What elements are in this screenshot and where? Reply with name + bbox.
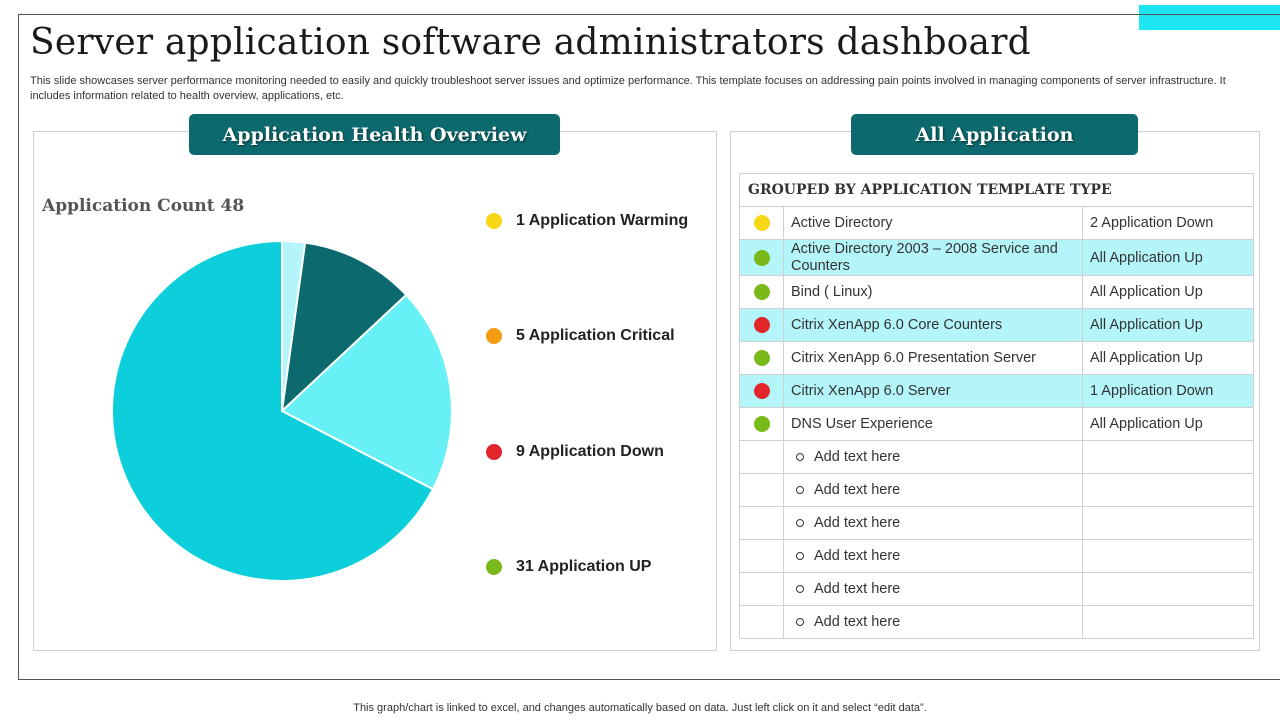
slide-description: This slide showcases server performance … bbox=[30, 75, 1226, 102]
placeholder-row[interactable]: Add text here bbox=[739, 539, 1255, 573]
empty-cell bbox=[739, 473, 784, 507]
placeholder-text: Add text here bbox=[814, 482, 901, 498]
health-overview-header: Application Health Overview bbox=[189, 114, 560, 155]
placeholder-cell: Add text here bbox=[783, 440, 1083, 474]
placeholder-text: Add text here bbox=[814, 449, 901, 465]
application-name: Citrix XenApp 6.0 Server bbox=[783, 374, 1083, 408]
empty-cell bbox=[1081, 539, 1255, 573]
application-name: Citrix XenApp 6.0 Presentation Server bbox=[783, 341, 1083, 375]
status-cell bbox=[739, 374, 784, 408]
application-status: All Application Up bbox=[1081, 308, 1255, 342]
legend-item-1: 5 Application Critical bbox=[486, 327, 675, 345]
status-dot-icon bbox=[753, 215, 770, 232]
table-row[interactable]: Citrix XenApp 6.0 Server 1 Application Do… bbox=[739, 374, 1255, 408]
bullet-circle-icon bbox=[796, 552, 804, 561]
empty-cell bbox=[1081, 572, 1255, 606]
status-dot-icon bbox=[753, 383, 770, 400]
group-header-text: GROUPED BY APPLICATION TEMPLATE TYPE bbox=[738, 173, 1255, 207]
footnote: This graph/chart is linked to excel, and… bbox=[353, 702, 927, 714]
bullet-circle-icon bbox=[796, 618, 804, 627]
placeholder-text: Add text here bbox=[814, 581, 901, 597]
empty-cell bbox=[739, 506, 784, 540]
status-cell bbox=[739, 239, 784, 276]
placeholder-row[interactable]: Add text here bbox=[739, 440, 1255, 474]
group-header-row: GROUPED BY APPLICATION TEMPLATE TYPE bbox=[738, 173, 1255, 207]
status-cell bbox=[739, 206, 784, 240]
empty-cell bbox=[1081, 473, 1255, 507]
status-cell bbox=[739, 275, 784, 309]
status-dot-icon bbox=[753, 317, 770, 334]
legend-dot-icon bbox=[486, 328, 502, 344]
empty-cell bbox=[739, 440, 784, 474]
empty-cell bbox=[1081, 605, 1255, 639]
legend-dot-icon bbox=[486, 444, 502, 460]
legend-dot-icon bbox=[486, 559, 502, 575]
legend-item-3: 31 Application UP bbox=[486, 558, 651, 576]
placeholder-cell: Add text here bbox=[783, 473, 1083, 507]
table-row[interactable]: DNS User Experience All Application Up bbox=[739, 407, 1255, 441]
application-name: DNS User Experience bbox=[783, 407, 1083, 441]
placeholder-row[interactable]: Add text here bbox=[739, 572, 1255, 606]
empty-cell bbox=[739, 572, 784, 606]
status-dot-icon bbox=[753, 284, 770, 301]
empty-cell bbox=[1081, 440, 1255, 474]
bullet-circle-icon bbox=[796, 585, 804, 594]
slide-frame bbox=[18, 14, 1280, 680]
empty-cell bbox=[739, 605, 784, 639]
legend-label: 9 Application Down bbox=[516, 443, 664, 460]
legend-label: 5 Application Critical bbox=[516, 327, 675, 344]
application-count-label: Application Count 48 bbox=[42, 196, 245, 216]
legend-item-2: 9 Application Down bbox=[486, 443, 664, 461]
status-dot-icon bbox=[753, 249, 770, 266]
corner-accent-bar bbox=[1139, 5, 1280, 30]
all-applications-header: All Application bbox=[851, 114, 1138, 155]
application-status: 1 Application Down bbox=[1081, 374, 1255, 408]
empty-cell bbox=[739, 539, 784, 573]
table-row[interactable]: Active Directory 2 Application Down bbox=[739, 206, 1255, 240]
legend-item-0: 1 Application Warming bbox=[486, 212, 688, 230]
application-status: All Application Up bbox=[1081, 341, 1255, 375]
placeholder-cell: Add text here bbox=[783, 572, 1083, 606]
application-name: Active Directory 2003 – 2008 Service and… bbox=[783, 239, 1083, 276]
legend-label: 31 Application UP bbox=[516, 558, 652, 575]
pie-slice-1[interactable] bbox=[280, 241, 408, 414]
status-cell bbox=[739, 341, 784, 375]
status-dot-icon bbox=[753, 416, 770, 433]
applications-table: GROUPED BY APPLICATION TEMPLATE TYPE Act… bbox=[738, 173, 1255, 639]
application-name: Citrix XenApp 6.0 Core Counters bbox=[783, 308, 1083, 342]
pie-slice-2[interactable] bbox=[280, 293, 453, 491]
page-title: Server application software administrato… bbox=[30, 22, 1031, 63]
bullet-circle-icon bbox=[796, 453, 804, 462]
status-dot-icon bbox=[753, 350, 770, 367]
application-status: All Application Up bbox=[1081, 407, 1255, 441]
legend-dot-icon bbox=[486, 213, 502, 229]
placeholder-row[interactable]: Add text here bbox=[739, 473, 1255, 507]
placeholder-cell: Add text here bbox=[783, 506, 1083, 540]
placeholder-row[interactable]: Add text here bbox=[739, 605, 1255, 639]
table-row[interactable]: Active Directory 2003 – 2008 Service and… bbox=[739, 239, 1255, 276]
pie-slice-3[interactable] bbox=[111, 239, 435, 582]
placeholder-cell: Add text here bbox=[783, 605, 1083, 639]
legend-label: 1 Application Warming bbox=[516, 212, 689, 229]
placeholder-text: Add text here bbox=[814, 548, 901, 564]
status-cell bbox=[739, 308, 784, 342]
placeholder-row[interactable]: Add text here bbox=[739, 506, 1255, 540]
empty-cell bbox=[1081, 506, 1255, 540]
application-name: Bind ( Linux) bbox=[783, 275, 1083, 309]
placeholder-text: Add text here bbox=[814, 515, 901, 531]
application-status: 2 Application Down bbox=[1081, 206, 1255, 240]
status-cell bbox=[739, 407, 784, 441]
placeholder-cell: Add text here bbox=[783, 539, 1083, 573]
health-pie-chart[interactable] bbox=[100, 230, 464, 594]
application-status: All Application Up bbox=[1081, 275, 1255, 309]
application-name: Active Directory bbox=[783, 206, 1083, 240]
table-row[interactable]: Citrix XenApp 6.0 Presentation Server All… bbox=[739, 341, 1255, 375]
placeholder-text: Add text here bbox=[814, 614, 901, 630]
table-row[interactable]: Citrix XenApp 6.0 Core Counters All Appli… bbox=[739, 308, 1255, 342]
bullet-circle-icon bbox=[796, 486, 804, 495]
application-status: All Application Up bbox=[1081, 239, 1255, 276]
table-row[interactable]: Bind ( Linux) All Application Up bbox=[739, 275, 1255, 309]
bullet-circle-icon bbox=[796, 519, 804, 528]
